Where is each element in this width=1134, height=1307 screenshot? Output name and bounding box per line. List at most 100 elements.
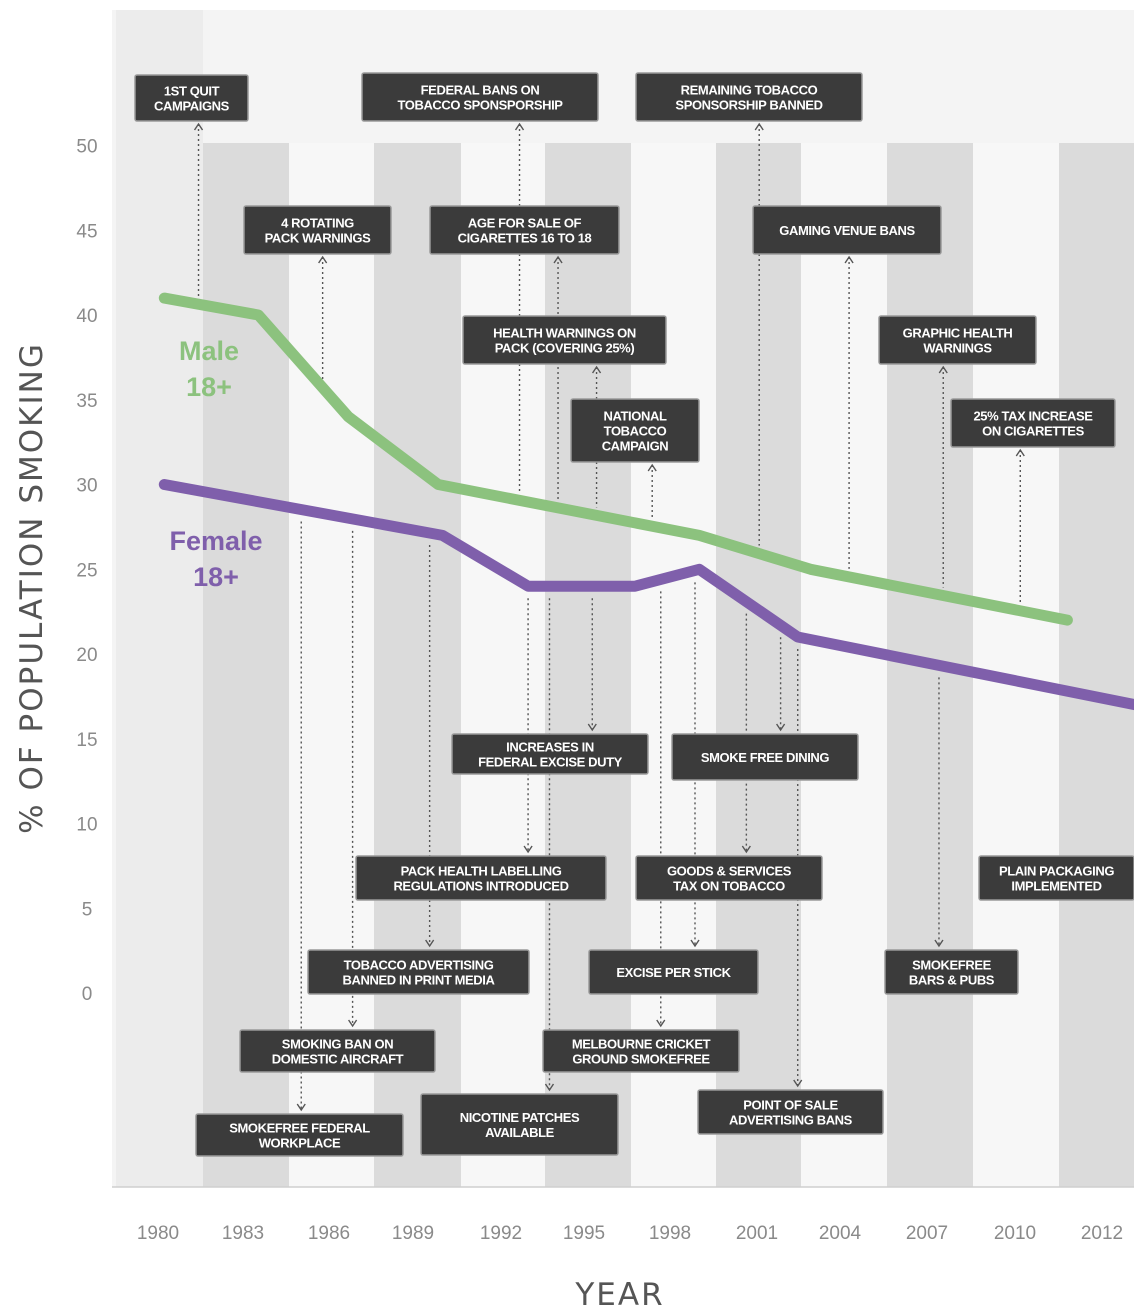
female-series-label: Female bbox=[169, 526, 262, 556]
annotation-text: PLAIN PACKAGING bbox=[999, 864, 1114, 879]
annotation-text: CIGARETTES 16 TO 18 bbox=[458, 231, 592, 246]
annotation-text: BARS & PUBS bbox=[909, 973, 995, 988]
annotation-text: SMOKING BAN ON bbox=[282, 1037, 393, 1052]
leader-arrowhead bbox=[647, 463, 657, 472]
y-tick-label: 30 bbox=[76, 476, 97, 497]
annotation-box bbox=[355, 855, 607, 901]
annotation-box bbox=[635, 72, 863, 122]
annotation-text: TOBACCO SPONSPORSHIP bbox=[397, 98, 563, 113]
female-series-line bbox=[158, 479, 1134, 711]
annotation-text: GROUND SMOKEFREE bbox=[572, 1052, 710, 1067]
year-band bbox=[801, 143, 887, 1187]
annotation-text: SMOKE FREE DINING bbox=[701, 750, 830, 765]
male-series-label: 18+ bbox=[186, 372, 232, 402]
annotation: EXCISE PER STICK bbox=[588, 949, 759, 995]
leader-arrowhead bbox=[587, 723, 597, 732]
annotation-text: FEDERAL BANS ON bbox=[421, 83, 540, 98]
x-tick-label: 1983 bbox=[222, 1223, 264, 1244]
annotation-box bbox=[134, 74, 249, 122]
annotation-text: WORKPLACE bbox=[259, 1136, 341, 1151]
leader-arrowhead bbox=[793, 1079, 803, 1088]
series-labels: Male 18+ Female 18+ bbox=[169, 336, 262, 592]
year-band bbox=[289, 143, 374, 1187]
annotation-box bbox=[752, 205, 942, 255]
annotation-text: CAMPAIGNS bbox=[154, 99, 230, 114]
year-band bbox=[374, 143, 461, 1187]
x-axis-ticks: 1980 1983 1986 1989 1992 1995 1998 2001 2004 2007… bbox=[137, 1223, 1123, 1244]
male-series-label: Male bbox=[179, 336, 239, 366]
y-tick-label: 20 bbox=[76, 645, 97, 666]
annotation-text: IMPLEMENTED bbox=[1011, 879, 1101, 894]
leader-arrowhead bbox=[193, 122, 204, 131]
y-tick-label: 40 bbox=[76, 306, 97, 327]
leader-arrowhead bbox=[934, 939, 944, 948]
y-tick-label: 25 bbox=[76, 560, 97, 581]
leader-arrowhead bbox=[1015, 448, 1025, 457]
annotation-text: SPONSORSHIP BANNED bbox=[675, 98, 822, 113]
annotation-text: PACK WARNINGS bbox=[265, 231, 372, 246]
annotation-box bbox=[195, 1113, 404, 1157]
annotation: GAMING VENUE BANS bbox=[752, 205, 942, 255]
y-axis-title: % OF POPULATION SMOKING bbox=[14, 342, 50, 834]
y-tick-label: 10 bbox=[76, 815, 97, 836]
leader-arrowhead bbox=[318, 255, 328, 264]
x-tick-label: 2010 bbox=[994, 1223, 1036, 1244]
annotation-box bbox=[307, 949, 530, 995]
leader-arrowhead bbox=[844, 255, 854, 264]
annotation-box bbox=[878, 315, 1037, 365]
annotation-text: WARNINGS bbox=[923, 341, 992, 356]
leader-arrowhead bbox=[523, 845, 533, 854]
annotation-text: EXCISE PER STICK bbox=[616, 965, 731, 980]
annotation-box bbox=[671, 733, 859, 781]
annotation-box bbox=[950, 398, 1116, 448]
leader-arrowhead bbox=[754, 122, 764, 131]
leader-arrowhead bbox=[348, 1019, 358, 1028]
annotation-text: 1ST QUIT bbox=[164, 84, 220, 99]
annotation-text: ON CIGARETTES bbox=[982, 424, 1084, 439]
x-tick-label: 2007 bbox=[906, 1223, 948, 1244]
annotation-text: INCREASES IN bbox=[506, 740, 594, 755]
annotation-text: PACK HEALTH LABELLING bbox=[401, 864, 562, 879]
y-tick-label: 50 bbox=[76, 137, 97, 158]
annotation: SMOKE FREE DINING bbox=[671, 733, 859, 781]
x-tick-label: 2012 bbox=[1081, 1223, 1123, 1244]
annotation-box bbox=[978, 855, 1134, 901]
annotation-box bbox=[884, 949, 1019, 995]
annotation-text: HEALTH WARNINGS ON bbox=[493, 326, 636, 341]
x-tick-label: 1992 bbox=[480, 1223, 522, 1244]
x-tick-label: 1998 bbox=[649, 1223, 691, 1244]
annotation-text: SMOKEFREE FEDERAL bbox=[229, 1121, 370, 1136]
year-band bbox=[1059, 143, 1134, 1187]
leader-arrowhead bbox=[690, 939, 700, 948]
y-tick-label: 5 bbox=[82, 899, 93, 920]
leader-arrowhead bbox=[776, 723, 786, 732]
annotation-text: NATIONAL bbox=[604, 409, 667, 424]
female-series-label: 18+ bbox=[193, 562, 239, 592]
x-tick-label: 1986 bbox=[308, 1223, 350, 1244]
year-band bbox=[973, 143, 1059, 1187]
annotation-box bbox=[429, 205, 620, 255]
annotation-text: TAX ON TOBACCO bbox=[673, 879, 785, 894]
year-bands bbox=[112, 10, 1134, 1187]
annotation-text: TOBACCO ADVERTISING bbox=[344, 958, 494, 973]
leader-arrowhead bbox=[938, 365, 948, 374]
annotation-box bbox=[570, 398, 700, 463]
leader-arrowhead bbox=[296, 1103, 306, 1112]
annotation-text: BANNED IN PRINT MEDIA bbox=[343, 973, 496, 988]
annotation-text: SMOKEFREE bbox=[912, 958, 991, 973]
annotation-text: POINT OF SALE bbox=[743, 1098, 838, 1113]
